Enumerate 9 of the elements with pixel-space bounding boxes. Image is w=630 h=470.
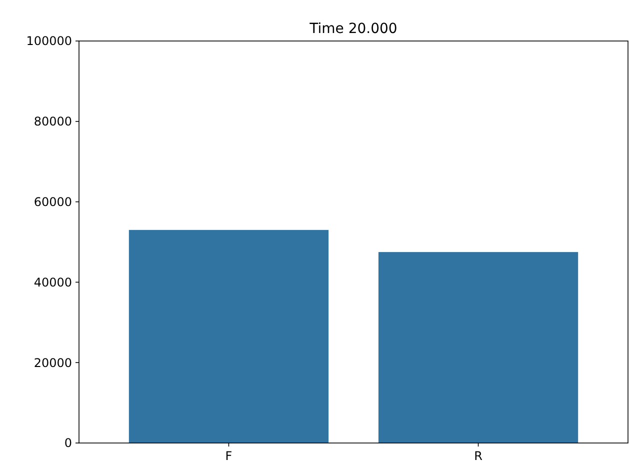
x-tick-label: R — [474, 449, 482, 463]
y-tick-label: 100000 — [26, 34, 72, 48]
y-tick-label: 40000 — [34, 275, 72, 290]
chart-title: Time 20.000 — [308, 21, 398, 37]
y-tick-label: 0 — [64, 436, 72, 450]
y-tick-label: 20000 — [34, 356, 72, 370]
x-tick-label: F — [225, 449, 232, 463]
y-tick-label: 60000 — [34, 195, 72, 209]
y-tick-label: 80000 — [34, 114, 72, 129]
